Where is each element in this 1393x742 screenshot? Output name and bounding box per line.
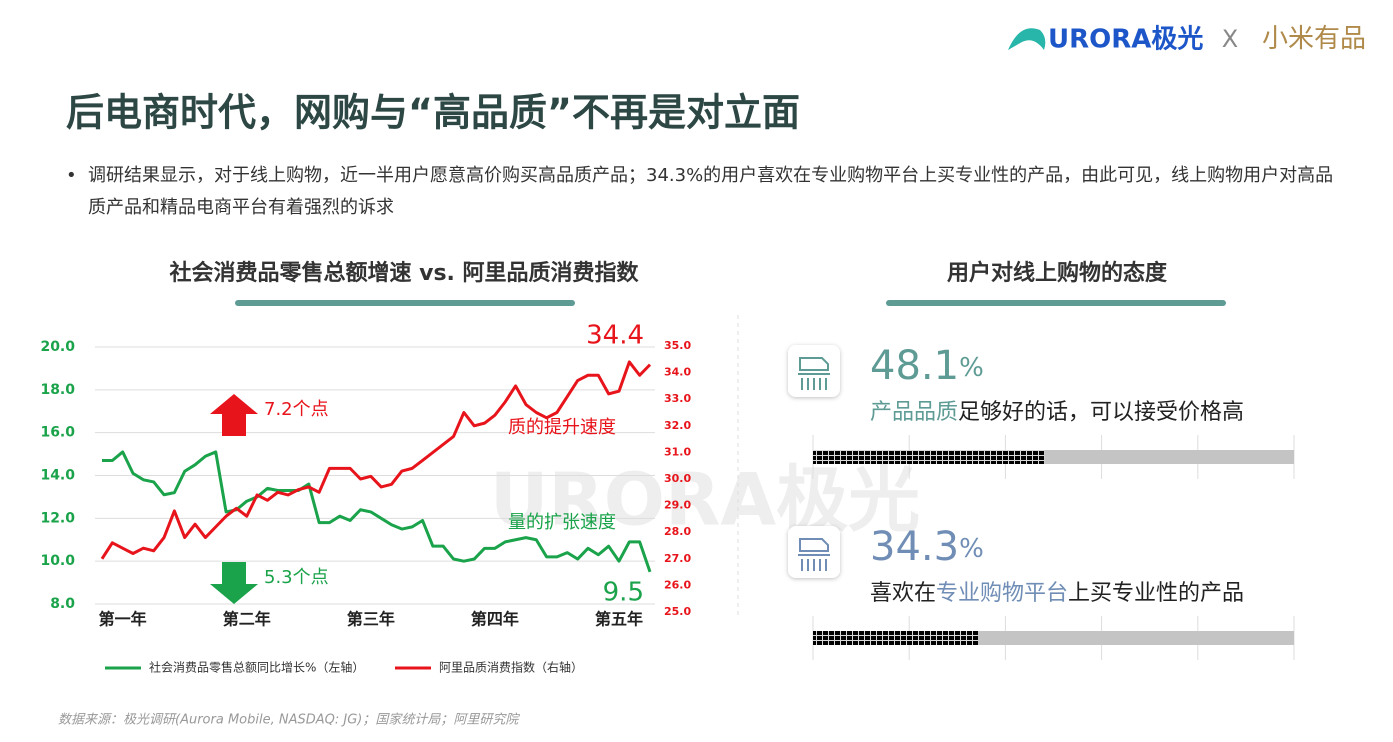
y-tick-label: 10.0 bbox=[40, 553, 75, 569]
stat-unit: % bbox=[959, 353, 984, 383]
highlight: 专业购物平台 bbox=[936, 581, 1068, 606]
y2-tick-label: 26.0 bbox=[664, 578, 691, 591]
annotation: 7.2个点 bbox=[264, 399, 329, 420]
text-part: 上买专业性的产品 bbox=[1068, 581, 1244, 606]
y-tick-label: 12.0 bbox=[40, 510, 75, 526]
up-arrow bbox=[210, 394, 258, 436]
legend-label: 阿里品质消费指数（右轴） bbox=[439, 660, 583, 675]
y2-tick-label: 32.0 bbox=[664, 419, 691, 432]
watermark: URORA极光 bbox=[490, 458, 920, 542]
y2-tick-label: 29.0 bbox=[664, 499, 691, 512]
icon bbox=[798, 538, 830, 571]
x-tick-label: 第五年 bbox=[595, 610, 643, 629]
annotation: 5.3个点 bbox=[264, 567, 329, 588]
y2-tick-label: 30.0 bbox=[664, 472, 691, 485]
partner: 小米有品 bbox=[1262, 24, 1366, 54]
stat-text: 喜欢在专业购物平台上买专业性的产品 bbox=[870, 581, 1244, 606]
y2-tick-label: 31.0 bbox=[664, 445, 691, 458]
y2-tick-label: 27.0 bbox=[664, 552, 691, 565]
legend-label: 社会消费品零售总额同比增长%（左轴） bbox=[149, 660, 364, 675]
y-tick-label: 16.0 bbox=[40, 425, 75, 441]
bullet-dot: • bbox=[66, 165, 77, 186]
y2-tick-label: 35.0 bbox=[664, 339, 691, 352]
y-tick-label: 14.0 bbox=[40, 468, 75, 484]
panel-title: 用户对线上购物的态度 bbox=[947, 260, 1168, 286]
annotation: 量的扩张速度 bbox=[508, 512, 616, 533]
series-line bbox=[102, 450, 652, 573]
annotation: 质的提升速度 bbox=[508, 417, 616, 438]
source: 数据来源：极光调研(Aurora Mobile, NASDAQ: JG)；国家统… bbox=[58, 712, 520, 728]
annotation: 34.4 bbox=[586, 321, 644, 351]
stat-value: 34.3% bbox=[870, 524, 984, 570]
cross: X bbox=[1222, 25, 1238, 53]
x-tick-label: 第四年 bbox=[471, 610, 519, 629]
x-tick-label: 第一年 bbox=[99, 610, 147, 629]
title-underline bbox=[235, 300, 575, 306]
down-arrow bbox=[210, 562, 258, 604]
stat-number: 34.3 bbox=[870, 524, 959, 570]
y-tick-label: 8.0 bbox=[50, 596, 75, 612]
y2-tick-label: 25.0 bbox=[664, 605, 691, 618]
bullet-text: 调研结果显示，对于线上购物，近一半用户愿意高价购买高品质产品；34.3%的用户喜… bbox=[88, 165, 1334, 218]
y2-tick-label: 33.0 bbox=[664, 392, 691, 405]
bar-fill bbox=[813, 631, 978, 645]
stat-unit: % bbox=[959, 534, 984, 564]
highlight: 产品品质 bbox=[870, 400, 958, 425]
brand: URORA极光 bbox=[1048, 25, 1203, 55]
x-tick-label: 第三年 bbox=[347, 610, 395, 629]
bar-fill bbox=[813, 450, 1045, 464]
page-title: 后电商时代，网购与“高品质”不再是对立面 bbox=[66, 91, 800, 135]
icon bbox=[798, 357, 830, 390]
y2-tick-label: 34.0 bbox=[664, 366, 691, 379]
y-tick-label: 18.0 bbox=[40, 382, 75, 398]
text-part: 喜欢在 bbox=[870, 581, 936, 606]
x-tick-label: 第二年 bbox=[223, 610, 271, 629]
annotation: 9.5 bbox=[603, 578, 644, 608]
chart-title: 社会消费品零售总额增速 vs. 阿里品质消费指数 bbox=[169, 260, 639, 286]
stat-number: 48.1 bbox=[870, 343, 959, 389]
text-part: 足够好的话，可以接受价格高 bbox=[958, 400, 1244, 425]
y-tick-label: 20.0 bbox=[40, 339, 75, 355]
y2-tick-label: 28.0 bbox=[664, 525, 691, 538]
title-underline bbox=[886, 300, 1226, 306]
stat-text: 产品品质足够好的话，可以接受价格高 bbox=[870, 400, 1244, 425]
logo-mark bbox=[1008, 28, 1046, 50]
stat-value: 48.1% bbox=[870, 343, 984, 389]
series-line bbox=[100, 360, 652, 560]
